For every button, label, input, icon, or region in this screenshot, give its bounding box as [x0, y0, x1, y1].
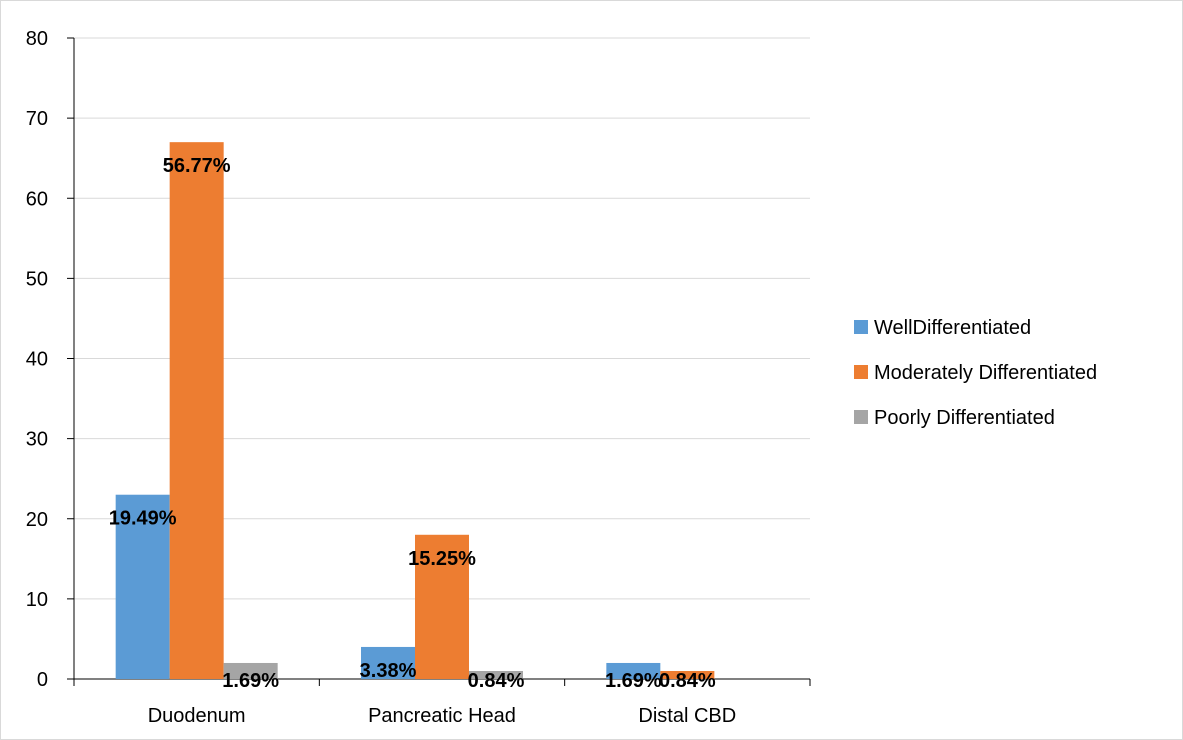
bar	[169, 142, 224, 680]
legend: WellDifferentiated Moderately Differentia…	[854, 317, 1097, 429]
bar	[415, 534, 469, 679]
data-label: 1.69%	[605, 670, 662, 692]
legend-swatch	[854, 410, 868, 424]
bar	[361, 646, 415, 679]
data-labels: 19.49%56.77%1.69% 3.38%15.25%0.84% 1.69%0.…	[109, 155, 716, 692]
y-tick-label: 60	[26, 188, 48, 210]
y-tick-label: 10	[26, 589, 48, 611]
legend-label: Poorly Differentiated	[874, 407, 1055, 429]
bar	[660, 670, 715, 679]
bar	[115, 494, 170, 679]
data-label: 0.84%	[659, 670, 716, 692]
bar	[469, 670, 523, 679]
data-label: 3.38%	[360, 660, 417, 682]
x-tick-label: Pancreatic Head	[368, 705, 516, 727]
y-tick-label: 0	[37, 669, 48, 691]
y-tick-label: 40	[26, 349, 48, 371]
bar	[606, 662, 661, 679]
data-label: 56.77%	[163, 155, 231, 177]
legend-label: WellDifferentiated	[874, 317, 1031, 339]
data-label: 19.49%	[109, 508, 177, 530]
x-tick-label: Duodenum	[148, 705, 246, 727]
legend-swatch	[854, 365, 868, 379]
y-tick-label: 80	[26, 28, 48, 50]
y-tick-label: 20	[26, 509, 48, 531]
y-tick-label: 70	[26, 108, 48, 130]
y-tick-label: 50	[26, 268, 48, 290]
bar	[223, 662, 278, 679]
axes: 0 10 20 30 40 50 60 70 80 Duodenum Pancreatic Head…	[26, 28, 811, 727]
x-tick-label: Distal CBD	[638, 705, 736, 727]
data-label: 15.25%	[408, 548, 476, 570]
bars	[115, 142, 715, 680]
y-tick-label: 30	[26, 429, 48, 451]
data-label: 1.69%	[222, 670, 279, 692]
data-label: 0.84%	[468, 670, 525, 692]
legend-swatch	[854, 320, 868, 334]
legend-label: Moderately Differentiated	[874, 362, 1097, 384]
